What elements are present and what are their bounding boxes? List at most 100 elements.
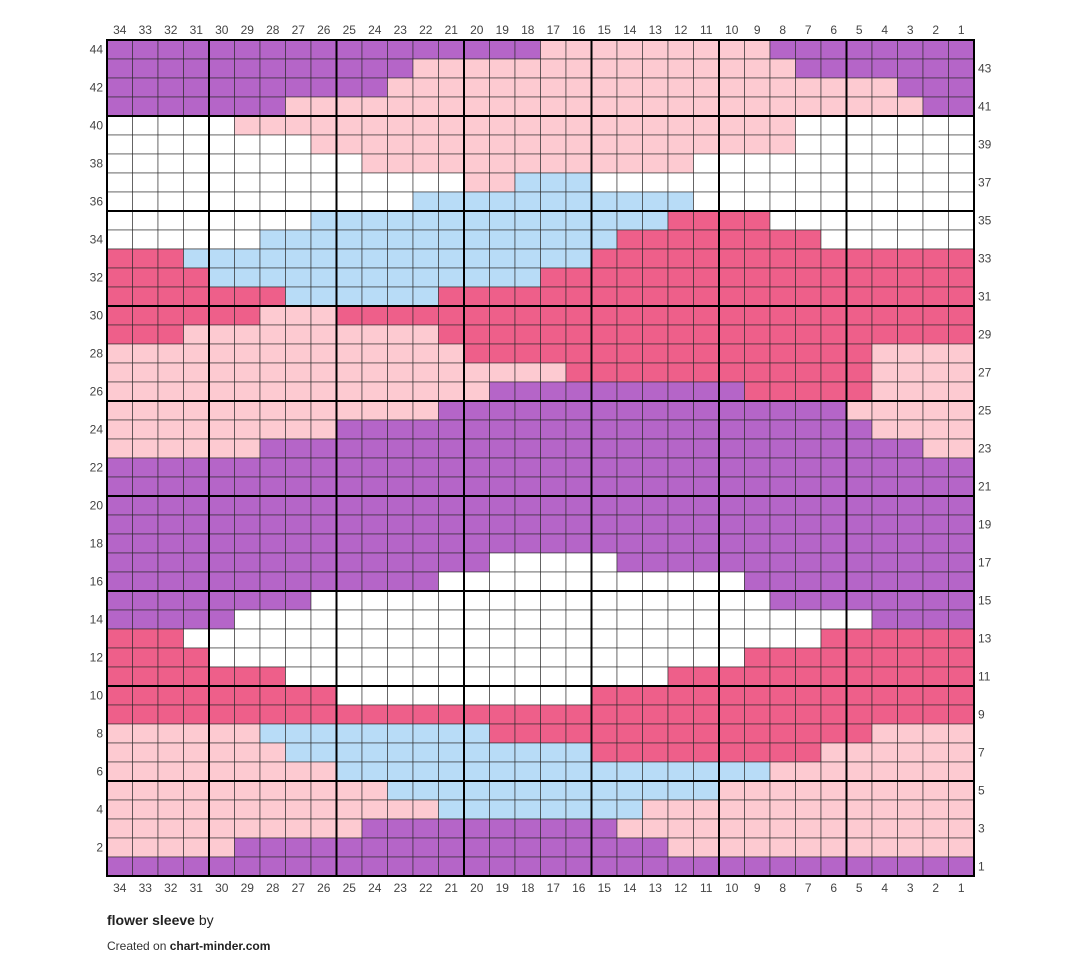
grid-cell bbox=[106, 362, 133, 383]
grid-cell bbox=[106, 457, 133, 478]
grid-cell bbox=[514, 723, 541, 744]
grid-cell bbox=[514, 742, 541, 763]
grid-cell bbox=[387, 514, 414, 535]
grid-cell bbox=[667, 856, 694, 877]
grid-cell bbox=[616, 229, 643, 250]
grid-cell bbox=[769, 704, 796, 725]
grid-cell bbox=[310, 742, 337, 763]
grid-cell bbox=[310, 761, 337, 782]
grid-cell bbox=[846, 324, 873, 345]
grid-cell bbox=[514, 248, 541, 269]
grid-cell bbox=[489, 799, 516, 820]
grid-cell bbox=[871, 419, 898, 440]
grid-cell bbox=[922, 248, 949, 269]
grid-cell bbox=[795, 628, 822, 649]
column-number-top: 31 bbox=[190, 23, 204, 37]
grid-cell bbox=[540, 628, 567, 649]
grid-cell bbox=[259, 438, 286, 459]
grid-cell bbox=[871, 495, 898, 516]
credit-site-link[interactable]: chart-minder.com bbox=[169, 939, 271, 953]
grid-cell bbox=[132, 419, 159, 440]
grid-cell bbox=[667, 533, 694, 554]
grid-cell bbox=[234, 761, 261, 782]
grid-cell bbox=[871, 457, 898, 478]
row-number-right: 33 bbox=[978, 252, 992, 266]
grid-cell bbox=[948, 647, 975, 668]
grid-cell bbox=[489, 571, 516, 592]
grid-cell bbox=[897, 229, 924, 250]
grid-cell bbox=[948, 685, 975, 706]
grid-cell bbox=[285, 210, 312, 231]
grid-cell bbox=[336, 837, 363, 858]
row-number-right: 19 bbox=[978, 518, 992, 532]
row-number-right: 23 bbox=[978, 442, 992, 456]
grid-cell bbox=[183, 267, 210, 288]
grid-cell bbox=[667, 381, 694, 402]
row-number-right: 13 bbox=[978, 632, 992, 646]
grid-cell bbox=[234, 134, 261, 155]
grid-cell bbox=[667, 343, 694, 364]
grid-cell bbox=[336, 533, 363, 554]
grid-cell bbox=[310, 837, 337, 858]
grid-cell bbox=[795, 780, 822, 801]
grid-cell bbox=[157, 514, 184, 535]
grid-cell bbox=[769, 343, 796, 364]
grid-cell bbox=[336, 476, 363, 497]
grid-cell bbox=[259, 761, 286, 782]
grid-cell bbox=[387, 856, 414, 877]
grid-cell bbox=[616, 248, 643, 269]
grid-cell bbox=[310, 495, 337, 516]
grid-cell bbox=[948, 343, 975, 364]
grid-cell bbox=[259, 609, 286, 630]
grid-cell bbox=[591, 172, 618, 193]
grid-cell bbox=[387, 609, 414, 630]
grid-cell bbox=[336, 799, 363, 820]
grid-cell bbox=[769, 647, 796, 668]
grid-cell bbox=[361, 514, 388, 535]
grid-cell bbox=[922, 267, 949, 288]
grid-cell bbox=[846, 476, 873, 497]
grid-cell bbox=[412, 153, 439, 174]
grid-cell bbox=[540, 533, 567, 554]
grid-cell bbox=[846, 153, 873, 174]
grid-cell bbox=[310, 305, 337, 326]
grid-cell bbox=[642, 153, 669, 174]
grid-cell bbox=[591, 39, 618, 60]
row-number-left: 6 bbox=[96, 765, 103, 779]
grid-cell bbox=[718, 400, 745, 421]
grid-cell bbox=[846, 267, 873, 288]
grid-cell bbox=[310, 267, 337, 288]
grid-cell bbox=[718, 685, 745, 706]
row-number-right: 3 bbox=[978, 822, 985, 836]
grid-cell bbox=[489, 609, 516, 630]
grid-cell bbox=[361, 438, 388, 459]
grid-cell bbox=[565, 153, 592, 174]
row-number-left: 14 bbox=[90, 613, 104, 627]
grid-cell bbox=[387, 286, 414, 307]
grid-cell bbox=[693, 495, 720, 516]
grid-cell bbox=[871, 647, 898, 668]
grid-cell bbox=[871, 191, 898, 212]
grid-cell bbox=[871, 39, 898, 60]
grid-cell bbox=[922, 533, 949, 554]
grid-cell bbox=[259, 628, 286, 649]
grid-cell bbox=[591, 685, 618, 706]
grid-cell bbox=[310, 533, 337, 554]
column-number-bottom: 21 bbox=[445, 881, 459, 895]
grid-cell bbox=[183, 77, 210, 98]
grid-cell bbox=[871, 666, 898, 687]
grid-cell bbox=[616, 628, 643, 649]
grid-cell bbox=[820, 856, 847, 877]
grid-cell bbox=[795, 267, 822, 288]
grid-cell bbox=[540, 704, 567, 725]
grid-cell bbox=[132, 267, 159, 288]
grid-cell bbox=[132, 856, 159, 877]
chart-title: flower sleeve bbox=[107, 912, 195, 928]
grid-cell bbox=[795, 552, 822, 573]
grid-cell bbox=[132, 39, 159, 60]
grid-cell bbox=[871, 742, 898, 763]
grid-cell bbox=[540, 818, 567, 839]
grid-cell bbox=[310, 609, 337, 630]
grid-cell bbox=[642, 400, 669, 421]
grid-cell bbox=[769, 457, 796, 478]
